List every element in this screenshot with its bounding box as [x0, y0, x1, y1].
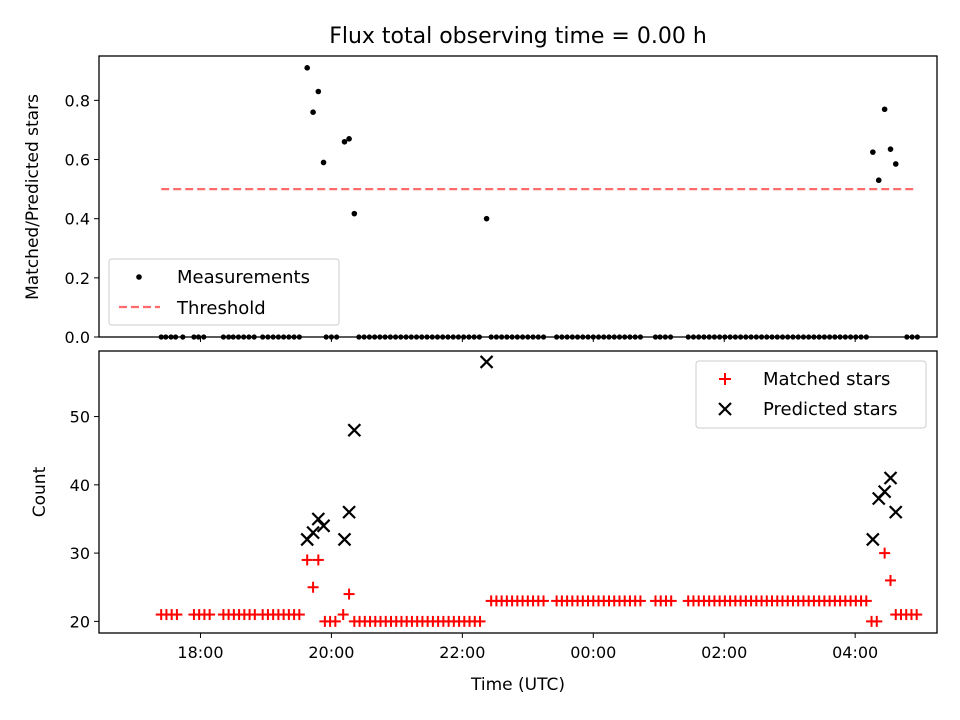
matched-star-point	[474, 615, 486, 627]
predicted-star-stroke-b	[888, 505, 903, 519]
predicted-star-stroke-b	[347, 423, 362, 437]
bottom-y-tick-label: 20	[70, 612, 90, 631]
top-y-tick-label: 0.8	[65, 91, 90, 110]
measurement-point	[310, 109, 316, 115]
matched-star-point	[860, 595, 872, 607]
matched-star-point	[171, 609, 183, 621]
measurement-point	[870, 149, 876, 155]
bottom-y-tick-label: 50	[70, 408, 90, 427]
matched-star-point	[301, 554, 313, 566]
matched-star-point	[204, 609, 216, 621]
bottom-y-axis-label: Count	[30, 466, 50, 517]
measurement-point	[341, 138, 348, 145]
top-y-tick-label: 0.2	[65, 269, 90, 288]
measurement-point	[315, 88, 322, 95]
matched-star-point	[329, 615, 341, 627]
measurement-point	[346, 136, 352, 142]
legend-measurements-label: Measurements	[177, 267, 310, 288]
bottom-x-tick-label: 20:00	[308, 643, 354, 662]
measurement-point	[304, 65, 310, 71]
predicted-star-point	[888, 505, 903, 519]
predicted-star-point	[306, 525, 320, 540]
matched-star-point	[293, 609, 305, 621]
bottom-plot-area: 20 30 40 50 18:00 20:00 22:00 00:00 02:00 04:00	[70, 355, 923, 662]
legend-threshold-label: Threshold	[176, 298, 266, 319]
matched-star-point	[634, 595, 646, 607]
predicted-star-stroke-b	[866, 532, 880, 547]
matched-star-point	[665, 595, 677, 607]
predicted-star-point	[337, 532, 352, 547]
predicted-star-point	[311, 512, 326, 526]
top-plot-frame	[98, 55, 938, 338]
legend-predicted-label: Predicted stars	[763, 399, 897, 420]
bottom-x-axis-label: Time (UTC)	[470, 675, 565, 695]
top-plot-area: 0.0 0.2 0.4 0.6 0.8	[65, 65, 920, 347]
top-y-axis-label: Matched/Predicted stars	[23, 94, 43, 300]
predicted-star-point	[883, 471, 898, 485]
top-legend-box	[108, 258, 340, 326]
predicted-star-point	[877, 484, 892, 499]
bottom-plot-frame	[98, 350, 938, 634]
predicted-star-point	[342, 505, 356, 519]
predicted-star-point	[479, 355, 494, 369]
predicted-star-point	[316, 519, 331, 533]
top-chart-title: Flux total observing time = 0.00 h	[329, 24, 707, 49]
predicted-star-stroke-b	[883, 471, 898, 485]
legend-matched-marker	[719, 373, 731, 385]
matched-star-point	[312, 554, 324, 566]
predicted-star-stroke-b	[316, 519, 331, 533]
bottom-legend-box	[695, 360, 927, 429]
top-y-tick-label: 0.6	[65, 151, 90, 170]
measurement-point	[320, 159, 327, 166]
measurement-point	[483, 215, 490, 222]
top-y-tick-label: 0.0	[65, 328, 90, 347]
matched-star-point	[885, 574, 897, 586]
bottom-x-tick-label: 00:00	[570, 643, 616, 662]
predicted-star-stroke-b	[311, 512, 326, 526]
bottom-y-tick-label: 40	[70, 476, 90, 495]
predicted-star-stroke-b	[877, 484, 892, 499]
matched-star-point	[307, 581, 319, 593]
measurement-point	[887, 146, 894, 152]
matched-star-point	[343, 588, 355, 600]
matched-star-point	[871, 615, 883, 627]
bottom-x-tick-label: 18:00	[177, 643, 223, 662]
matched-star-point	[337, 609, 349, 621]
bottom-x-tick-label: 02:00	[701, 643, 747, 662]
legend-measurements-marker	[136, 274, 142, 280]
predicted-star-stroke-b	[337, 532, 352, 547]
matched-star-point	[911, 609, 923, 621]
legend-predicted-marker	[718, 402, 732, 416]
matched-star-point	[538, 595, 550, 607]
measurement-point	[875, 177, 882, 184]
top-y-tick-label: 0.4	[65, 210, 90, 229]
measurement-point	[892, 161, 899, 167]
measurement-point	[881, 106, 888, 113]
predicted-star-stroke-b	[479, 355, 494, 369]
matched-star-point	[879, 547, 891, 559]
bottom-x-tick-label: 22:00	[439, 643, 485, 662]
bottom-legend: Matched stars Predicted stars	[695, 360, 927, 429]
top-legend: Measurements Threshold	[108, 258, 340, 326]
predicted-star-point	[866, 532, 880, 547]
measurement-point	[351, 210, 358, 217]
legend-matched-label: Matched stars	[763, 369, 890, 390]
bottom-y-tick-label: 30	[70, 544, 90, 563]
bottom-x-tick-label: 04:00	[832, 643, 878, 662]
predicted-star-stroke-b	[306, 525, 320, 540]
predicted-star-point	[347, 423, 362, 437]
predicted-star-stroke-b	[342, 505, 356, 519]
